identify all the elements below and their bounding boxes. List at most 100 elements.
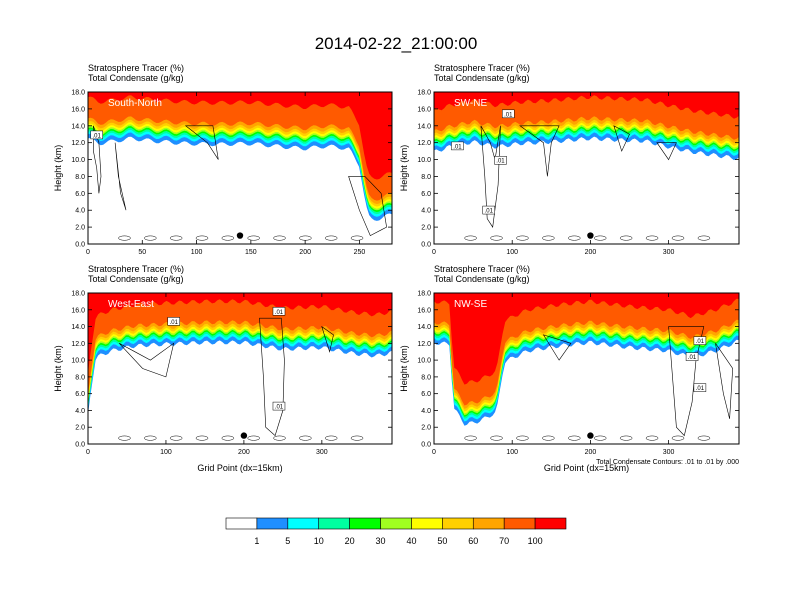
panel-south-north: Stratosphere Tracer (%)Total Condensate … [53,63,393,256]
y-tick-label: 14.0 [71,324,85,331]
condensate-contour [114,142,127,211]
y-tick-label: 14.0 [417,324,431,331]
y-tick-label: 2.0 [75,225,85,232]
region-label: NW-SE [454,299,487,310]
tracer-band [434,92,739,119]
tracer-band [88,92,392,201]
y-tick-label: 16.0 [417,106,431,113]
x-axis-label: Grid Point (dx=15km) [197,463,282,473]
colorbar-swatch [318,517,350,530]
contour-label: .01 [275,405,284,411]
contour-label: .01 [496,159,505,165]
low-cloud-contour [169,235,183,241]
y-tick-label: 2.0 [421,425,431,432]
y-tick-label: 2.0 [421,225,431,232]
y-tick-label: 18.0 [417,291,431,298]
y-axis-label: Height (km) [53,145,63,192]
y-tick-label: 8.0 [421,174,431,181]
plot-area [88,92,392,244]
contour-label-box [167,317,180,326]
plot-frame [433,292,740,445]
low-cloud-contour [568,435,581,441]
condensate-contour [480,125,501,228]
low-cloud-contour [671,435,685,441]
low-cloud-contour [516,235,529,241]
y-tick-label: 0.0 [75,242,85,249]
low-cloud-contour [464,235,477,241]
x-tick-label: 200 [585,249,597,256]
condensate-contour [668,326,705,437]
colorbar-swatch [225,517,258,530]
tracer-band [88,293,392,395]
colorbar-swatch [256,517,289,530]
condensate-contour [613,125,630,152]
panel-nw-se: Stratosphere Tracer (%)Total Condensate … [399,264,740,473]
y-tick-label: 4.0 [75,408,85,415]
panel-header-tracer: Stratosphere Tracer (%) [434,63,530,73]
panel-header-tracer: Stratosphere Tracer (%) [434,264,530,274]
low-cloud-contour [299,435,312,441]
low-cloud-contour [350,235,364,241]
low-cloud-contour [490,235,503,241]
condensate-contour [519,125,560,177]
plot-area [434,293,739,444]
y-tick-label: 0.0 [75,442,85,449]
low-cloud-contour [247,435,260,441]
plot-frame [433,91,740,245]
low-cloud-contour [118,435,131,441]
y-tick-label: 10.0 [71,157,85,164]
low-cloud-contour [671,235,685,241]
colorbar-label: 70 [499,536,509,546]
plot-frame [87,292,393,445]
condensate-contour [542,334,572,361]
contour-label-box [272,401,286,411]
x-tick-label: 0 [86,249,90,256]
y-tick-label: 18.0 [417,90,431,97]
y-tick-label: 10.0 [71,358,85,365]
low-cloud-contour [273,435,286,441]
low-cloud-contour [350,435,364,441]
x-tick-label: 0 [86,449,90,456]
panel-header-condensate: Total Condensate (g/kg) [88,274,184,284]
tracer-band [88,92,392,180]
panel-header-tracer: Stratosphere Tracer (%) [88,264,184,274]
condensate-contour [348,176,387,237]
colorbar-swatch [380,517,412,530]
y-tick-label: 16.0 [71,307,85,314]
y-tick-label: 18.0 [71,90,85,97]
contour-label-box [502,109,515,119]
contour-label-box [451,141,464,151]
low-cloud-contour [221,235,235,241]
y-tick-label: 12.0 [417,140,431,147]
low-cloud-contour [221,435,235,441]
contour-label-box [693,383,707,392]
contour-label: .01 [696,386,705,392]
x-tick-label: 250 [354,249,366,256]
plot-area [88,293,392,444]
low-cloud-contour [144,235,157,241]
colorbar-label: 100 [528,536,543,546]
low-cloud-contour [195,435,209,441]
y-tick-label: 4.0 [421,408,431,415]
low-cloud-contour [324,235,338,241]
figure-title: 2014-02-22_21:00:00 [315,34,478,53]
contour-label: .01 [275,310,284,316]
y-tick-label: 4.0 [421,208,431,215]
x-tick-label: 300 [663,249,675,256]
colorbar-swatch [411,517,443,530]
y-tick-label: 8.0 [421,374,431,381]
tracer-band [88,293,392,374]
contour-label-box [90,130,103,140]
low-cloud-contour [273,235,286,241]
contour-label-box [272,307,286,316]
y-tick-label: 6.0 [421,391,431,398]
contour-label-box [693,336,707,345]
contour-label-box [685,352,699,361]
x-tick-label: 100 [506,249,518,256]
low-cloud-contour [619,435,633,441]
condensate-contour [321,325,334,353]
condensate-contour [93,125,102,194]
x-tick-label: 100 [506,449,518,456]
y-tick-label: 12.0 [71,341,85,348]
